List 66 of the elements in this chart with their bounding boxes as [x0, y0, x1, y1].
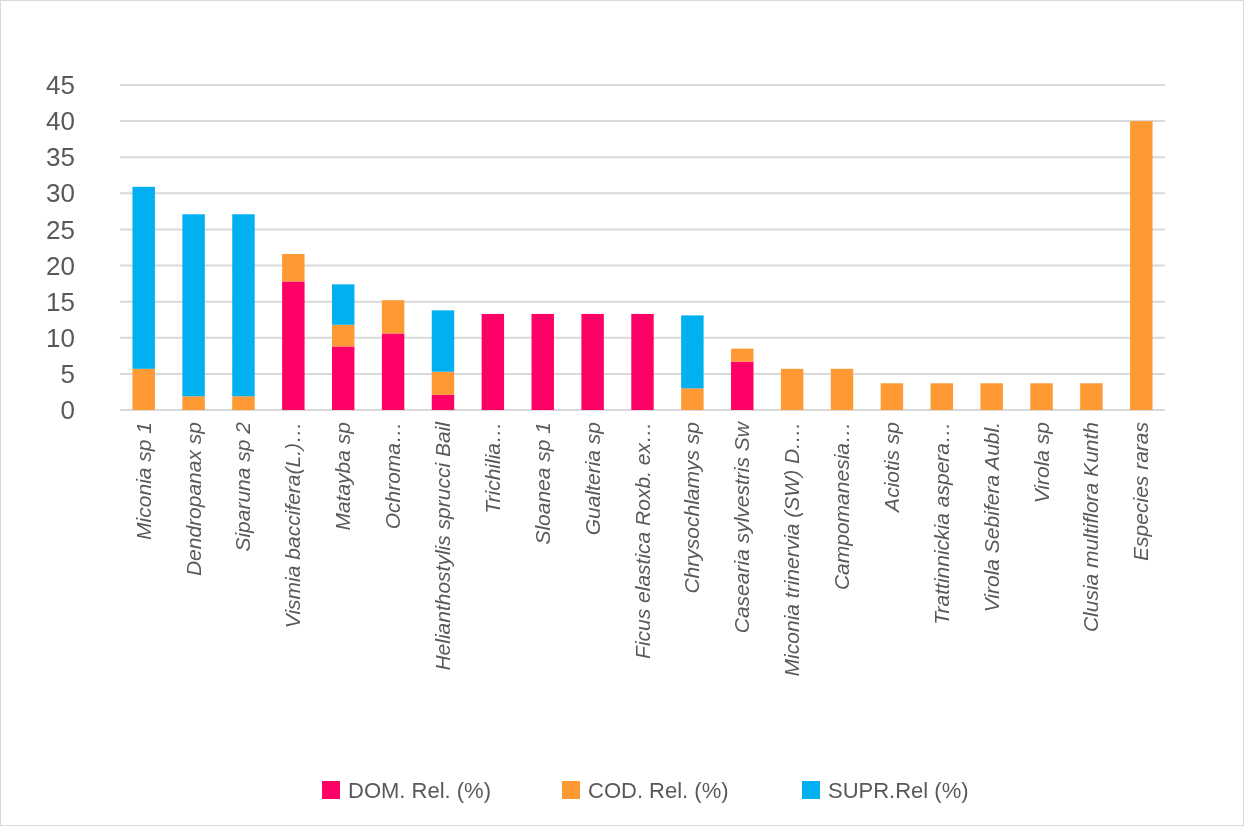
legend-label: SUPR.Rel (%): [828, 777, 969, 803]
bar: [132, 368, 155, 410]
y-tick-label: 35: [46, 142, 75, 173]
bar: [431, 394, 455, 410]
x-tick-label: Helianthostylis sprucci Bail: [430, 420, 454, 671]
x-tick-label: Miconia sp 1: [131, 422, 155, 540]
y-tick-label: 30: [46, 178, 75, 209]
x-tick-label: Vismia baccifera(L.)…: [281, 422, 305, 629]
x-tick-label: Dendropanax sp: [181, 422, 205, 577]
legend-label: DOM. Rel. (%): [348, 777, 491, 803]
x-tick-label: Trattinnickia aspera…: [929, 422, 953, 625]
y-tick-label: 25: [46, 214, 75, 245]
bar: [631, 313, 654, 410]
bar: [481, 313, 505, 410]
y-tick-label: 15: [46, 286, 75, 317]
bar: [182, 214, 205, 397]
bar: [431, 310, 455, 372]
bar: [531, 313, 554, 410]
x-tick-label: Gualteria sp: [580, 422, 604, 536]
x-tick-label: Especies raras: [1129, 421, 1153, 561]
bar: [980, 383, 1003, 410]
bar: [780, 368, 804, 410]
bar: [1080, 383, 1103, 410]
bar: [731, 348, 754, 362]
x-tick-label: Virola sp: [1029, 422, 1053, 504]
bar: [1030, 383, 1053, 410]
bar: [282, 254, 305, 282]
bar: [1130, 121, 1153, 410]
y-tick-label: 0: [60, 395, 75, 426]
x-tick-label: Clusia multiflora Kunth: [1079, 422, 1103, 633]
x-tick-label: Chrysochlamys sp: [680, 422, 704, 594]
x-tick-label: Miconia trinervia (SW) D.…: [780, 422, 804, 677]
bar: [581, 313, 604, 410]
x-tick-label: Virola Sebifera Aubl.: [979, 422, 1003, 613]
bar: [381, 300, 405, 334]
x-tick-label: Ochroma…: [381, 422, 405, 530]
bar: [681, 388, 704, 410]
bar: [232, 396, 255, 410]
legend-label: COD. Rel. (%): [588, 777, 729, 803]
bar: [930, 383, 954, 410]
bar: [331, 346, 355, 410]
y-tick-label: 10: [46, 322, 75, 353]
bar: [431, 371, 455, 395]
y-tick-label: 40: [46, 106, 75, 137]
bar: [182, 396, 205, 410]
x-tick-label: Trichilia…: [480, 422, 504, 514]
y-tick-label: 5: [60, 358, 75, 389]
bar: [681, 315, 704, 389]
x-tick-label: Siparuna sp 2: [231, 421, 255, 552]
bar: [132, 186, 155, 369]
x-tick-label: Ficus elastica Roxb. ex…: [630, 422, 654, 659]
x-tick-label: Sloanea sp 1: [530, 422, 554, 545]
bar: [331, 284, 355, 325]
bar: [282, 281, 305, 410]
y-tick-label: 45: [46, 70, 75, 101]
bar: [331, 324, 355, 347]
bar: [731, 361, 754, 410]
bar: [880, 383, 904, 410]
y-tick-label: 20: [46, 250, 75, 281]
x-tick-label: Campomanesia…: [830, 422, 854, 591]
bar: [232, 214, 255, 397]
x-tick-label: Matayba sp: [331, 422, 355, 531]
bar: [830, 368, 854, 410]
bar: [381, 333, 405, 410]
x-tick-label: Aciotis sp: [879, 422, 903, 514]
x-tick-label: Casearia sylvestris Sw: [730, 420, 754, 634]
